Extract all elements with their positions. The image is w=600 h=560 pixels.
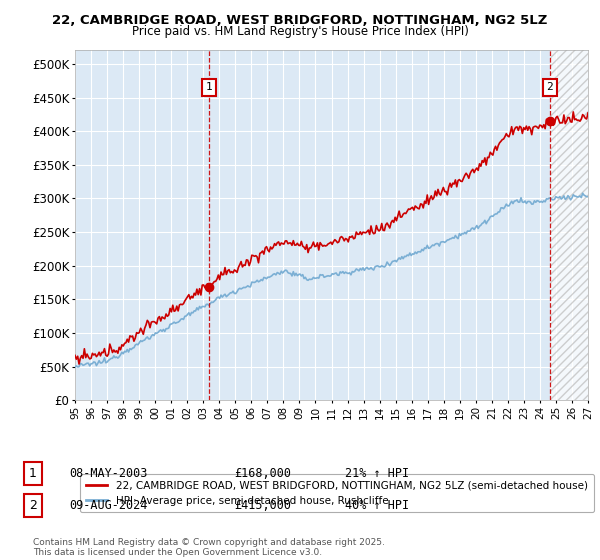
Text: 21% ↑ HPI: 21% ↑ HPI xyxy=(345,466,409,480)
Text: 08-MAY-2003: 08-MAY-2003 xyxy=(69,466,148,480)
Text: 40% ↑ HPI: 40% ↑ HPI xyxy=(345,498,409,512)
Text: 1: 1 xyxy=(206,82,212,92)
Text: 1: 1 xyxy=(29,466,37,480)
Text: £415,000: £415,000 xyxy=(234,498,291,512)
Text: 22, CAMBRIDGE ROAD, WEST BRIDGFORD, NOTTINGHAM, NG2 5LZ: 22, CAMBRIDGE ROAD, WEST BRIDGFORD, NOTT… xyxy=(52,14,548,27)
Text: £168,000: £168,000 xyxy=(234,466,291,480)
Text: 2: 2 xyxy=(29,498,37,512)
Legend: 22, CAMBRIDGE ROAD, WEST BRIDGFORD, NOTTINGHAM, NG2 5LZ (semi-detached house), H: 22, CAMBRIDGE ROAD, WEST BRIDGFORD, NOTT… xyxy=(80,474,594,512)
Text: Price paid vs. HM Land Registry's House Price Index (HPI): Price paid vs. HM Land Registry's House … xyxy=(131,25,469,38)
Text: 09-AUG-2024: 09-AUG-2024 xyxy=(69,498,148,512)
Text: 2: 2 xyxy=(547,82,553,92)
Text: Contains HM Land Registry data © Crown copyright and database right 2025.
This d: Contains HM Land Registry data © Crown c… xyxy=(33,538,385,557)
